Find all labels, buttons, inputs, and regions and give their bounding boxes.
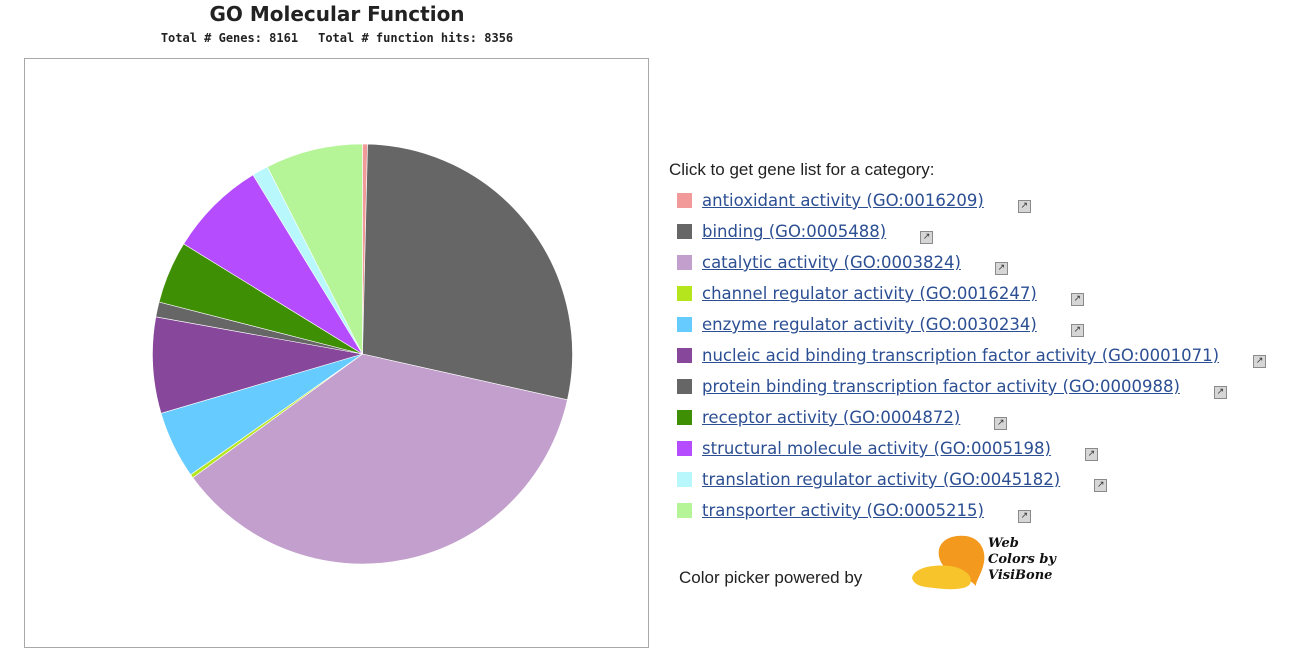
external-link-icon[interactable]: ↗	[1071, 324, 1084, 337]
external-link-icon[interactable]: ↗	[920, 231, 933, 244]
external-link-icon[interactable]: ↗	[1214, 386, 1227, 399]
external-link-icon[interactable]: ↗	[1253, 355, 1266, 368]
visibone-logo[interactable]: Web Colors by VisiBone	[910, 532, 1070, 592]
legend-swatch	[677, 224, 692, 239]
logo-text-line2: Colors by	[988, 552, 1057, 567]
category-link-label: translation regulator activity (GO:00451…	[702, 470, 1060, 489]
legend-swatch	[677, 317, 692, 332]
legend-swatch	[677, 255, 692, 270]
legend-swatch	[677, 441, 692, 456]
category-link-label: protein binding transcription factor act…	[702, 377, 1180, 396]
category-link-label: nucleic acid binding transcription facto…	[702, 346, 1219, 365]
logo-text-line1: Web	[988, 536, 1019, 551]
category-link[interactable]: channel regulator activity (GO:0016247) ↗	[702, 284, 1084, 304]
color-picker-credit: Color picker powered by	[679, 568, 862, 588]
external-link-icon[interactable]: ↗	[1085, 448, 1098, 461]
external-link-icon[interactable]: ↗	[995, 262, 1008, 275]
category-link[interactable]: receptor activity (GO:0004872) ↗	[702, 408, 1007, 428]
category-link-label: catalytic activity (GO:0003824)	[702, 253, 961, 272]
external-link-icon[interactable]: ↗	[1071, 293, 1084, 306]
chart-title: GO Molecular Function	[24, 2, 650, 26]
legend-swatch	[677, 286, 692, 301]
legend-swatch	[677, 472, 692, 487]
category-link[interactable]: catalytic activity (GO:0003824) ↗	[702, 253, 1008, 273]
category-link-label: enzyme regulator activity (GO:0030234)	[702, 315, 1037, 334]
category-link-label: channel regulator activity (GO:0016247)	[702, 284, 1037, 303]
external-link-icon[interactable]: ↗	[994, 417, 1007, 430]
total-hits-label: Total # function hits: 8356	[318, 31, 513, 45]
external-link-icon[interactable]: ↗	[1094, 479, 1107, 492]
legend-swatch	[677, 348, 692, 363]
legend-swatch	[677, 410, 692, 425]
logo-text-line3: VisiBone	[988, 568, 1052, 583]
category-link-label: structural molecule activity (GO:0005198…	[702, 439, 1051, 458]
category-link-label: transporter activity (GO:0005215)	[702, 501, 984, 520]
total-genes-label: Total # Genes: 8161	[161, 31, 298, 45]
category-link[interactable]: binding (GO:0005488) ↗	[702, 222, 933, 242]
legend-swatch	[677, 503, 692, 518]
chart-subtitle: Total # Genes: 8161 Total # function hits…	[24, 31, 650, 45]
pie-chart-frame	[24, 58, 649, 648]
category-link[interactable]: antioxidant activity (GO:0016209) ↗	[702, 191, 1031, 211]
external-link-icon[interactable]: ↗	[1018, 510, 1031, 523]
legend-swatch	[677, 193, 692, 208]
category-link[interactable]: structural molecule activity (GO:0005198…	[702, 439, 1098, 459]
category-link-label: receptor activity (GO:0004872)	[702, 408, 960, 427]
category-link[interactable]: translation regulator activity (GO:00451…	[702, 470, 1107, 490]
category-link-label: antioxidant activity (GO:0016209)	[702, 191, 984, 210]
legend-heading: Click to get gene list for a category:	[669, 160, 935, 180]
category-link[interactable]: transporter activity (GO:0005215) ↗	[702, 501, 1031, 521]
category-link[interactable]: nucleic acid binding transcription facto…	[702, 346, 1266, 366]
category-link[interactable]: enzyme regulator activity (GO:0030234) ↗	[702, 315, 1084, 335]
pie-chart	[25, 59, 648, 647]
category-link-label: binding (GO:0005488)	[702, 222, 886, 241]
category-link[interactable]: protein binding transcription factor act…	[702, 377, 1227, 397]
external-link-icon[interactable]: ↗	[1018, 200, 1031, 213]
legend-swatch	[677, 379, 692, 394]
